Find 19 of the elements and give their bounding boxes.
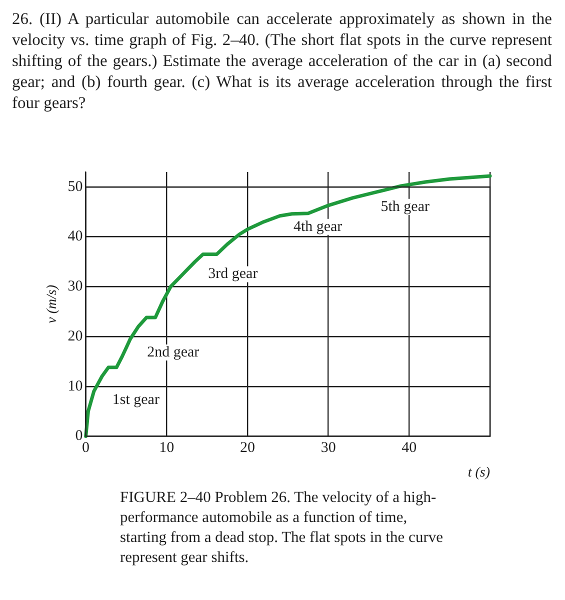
y-tick-label: 50 (68, 178, 83, 195)
annotation: 2nd gear (147, 344, 200, 360)
x-tick-label: 10 (159, 440, 174, 456)
x-tick-label: 20 (240, 440, 255, 456)
annotation: 5th gear (380, 198, 430, 215)
caption: FIGURE 2–40 Problem 26. The velocity of a high-performance automobile as a function of time, starting from a dead stop. The flat spots in the curve represent gear shifts. (120, 488, 444, 568)
x-tick-label: 30 (320, 440, 336, 456)
y-tick-label: 20 (68, 328, 83, 344)
x-axis-title: t (s) (468, 465, 490, 480)
annotation: 3rd gear (208, 266, 258, 282)
chart-title: 26. (II) A particular automobile can accelerate approximately as shown in the velocity vs. time graph of Fig. 2–40. (The short flat spots in the curve represent shifting of the gears.) Estimate the average acceleration of the car in (a) second gear; and (b) fourth gear. (c) What is its average acceleration through the first four gears? (12, 8, 552, 113)
annotation: 4th gear (293, 218, 342, 235)
y-tick-label: 40 (68, 228, 83, 245)
y-tick-label: 10 (68, 378, 83, 394)
annotation: 1st gear (112, 392, 160, 408)
x-tick-label: 40 (402, 440, 417, 456)
y-tick-label: 30 (68, 278, 83, 295)
y-tick-label: 0 (75, 428, 83, 444)
y-axis-title: v (m/s) (45, 284, 60, 324)
